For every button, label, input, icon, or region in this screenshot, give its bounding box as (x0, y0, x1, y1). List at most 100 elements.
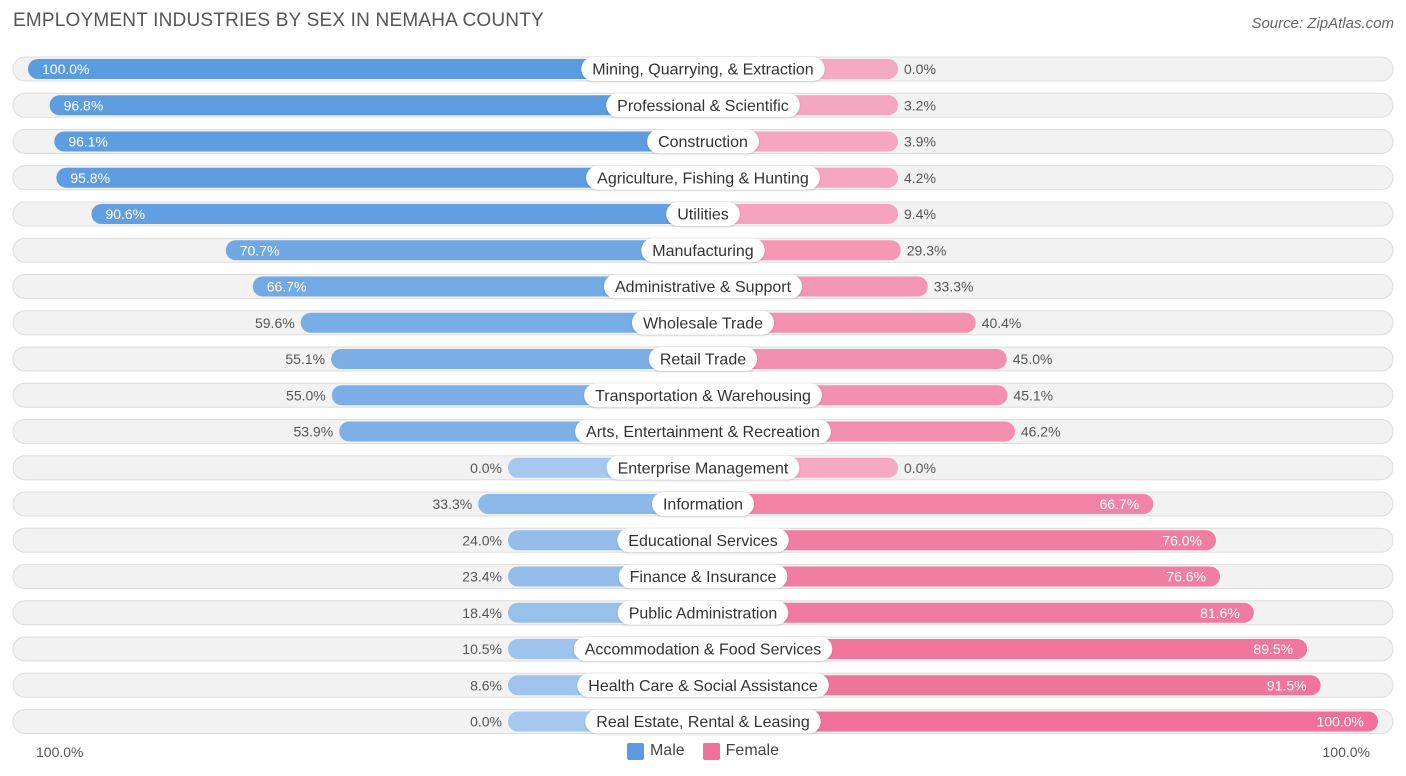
category-label: Public Administration (629, 605, 778, 622)
female-bar (703, 204, 898, 224)
female-value-label: 29.3% (907, 242, 947, 258)
category-label: Wholesale Trade (643, 315, 763, 332)
male-value-label: 0.0% (470, 714, 502, 730)
female-value-label: 0.0% (904, 460, 936, 476)
female-value-label: 4.2% (904, 170, 936, 186)
female-value-label: 76.6% (1166, 569, 1206, 585)
male-value-label: 18.4% (462, 605, 502, 621)
bar-chart: 100.0% 0.0% Mining, Quarrying, & Extractio… (12, 56, 1394, 734)
category-pill (631, 310, 775, 335)
male-bar (331, 349, 703, 369)
male-value-label: 55.1% (285, 351, 325, 367)
male-bar (28, 59, 703, 79)
category-pill (585, 709, 821, 734)
female-bar (703, 530, 1216, 551)
legend-label-female: Female (725, 742, 780, 759)
category-pill (575, 419, 831, 444)
category-pill (618, 564, 788, 589)
female-bar (703, 639, 1308, 659)
category-pill (648, 347, 758, 371)
category-pill (617, 600, 789, 625)
category-pill (606, 93, 800, 118)
category-pill (577, 673, 829, 698)
female-bar (703, 494, 1154, 514)
category-label: Enterprise Management (618, 460, 789, 477)
female-value-label: 0.0% (904, 61, 936, 77)
female-value-label: 81.6% (1200, 605, 1240, 621)
category-label: Accommodation & Food Services (585, 642, 822, 659)
category-label: Utilities (677, 207, 729, 224)
legend-item-male[interactable]: Male (626, 742, 685, 760)
category-label: Finance & Insurance (630, 569, 777, 586)
male-value-label: 100.0% (42, 61, 89, 77)
male-value-label: 8.6% (470, 677, 502, 693)
category-label: Professional & Scientific (617, 98, 789, 115)
male-value-label: 96.1% (68, 134, 108, 150)
female-value-label: 66.7% (1100, 496, 1140, 512)
category-label: Real Estate, Rental & Leasing (596, 714, 809, 731)
category-pill (651, 492, 755, 516)
male-bar (225, 240, 703, 261)
female-value-label: 33.3% (934, 279, 974, 295)
category-label: Retail Trade (660, 352, 746, 369)
category-label: Educational Services (628, 533, 777, 550)
legend-item-female[interactable]: Female (702, 742, 780, 760)
male-value-label: 96.8% (64, 97, 104, 113)
category-label: Health Care & Social Assistance (588, 678, 818, 695)
female-value-label: 9.4% (904, 206, 936, 222)
female-bar (703, 566, 1221, 587)
female-value-label: 3.9% (904, 134, 936, 150)
female-swatch (702, 742, 720, 760)
female-value-label: 45.0% (1013, 351, 1053, 367)
female-value-label: 46.2% (1021, 424, 1061, 440)
category-pill (586, 165, 820, 190)
female-value-label: 89.5% (1253, 641, 1293, 657)
male-value-label: 59.6% (255, 315, 295, 331)
category-label: Construction (658, 134, 748, 151)
male-value-label: 90.6% (105, 206, 145, 222)
male-swatch (626, 742, 644, 760)
category-label: Information (663, 497, 743, 514)
category-label: Agriculture, Fishing & Hunting (597, 170, 809, 187)
category-pill (647, 129, 759, 154)
female-value-label: 40.4% (982, 315, 1022, 331)
male-value-label: 24.0% (462, 532, 502, 548)
legend: Male Female (0, 742, 1406, 760)
chart-title: EMPLOYMENT INDUSTRIES BY SEX IN NEMAHA C… (13, 10, 544, 31)
male-value-label: 95.8% (70, 170, 110, 186)
male-value-label: 70.7% (240, 242, 280, 258)
category-label: Arts, Entertainment & Recreation (586, 424, 820, 441)
category-pill (581, 57, 825, 81)
legend-label-male: Male (649, 742, 685, 759)
category-pill (617, 528, 789, 553)
category-label: Manufacturing (652, 243, 753, 260)
category-pill (573, 637, 833, 661)
male-value-label: 66.7% (267, 279, 307, 295)
female-value-label: 91.5% (1267, 677, 1307, 693)
category-pill (603, 274, 803, 299)
category-pill (584, 383, 822, 408)
female-bar (703, 602, 1254, 623)
male-bar (300, 312, 703, 333)
male-value-label: 33.3% (433, 496, 473, 512)
category-label: Mining, Quarrying, & Extraction (592, 62, 813, 79)
male-value-label: 53.9% (293, 424, 333, 440)
axis-left-label: 100.0% (36, 744, 84, 760)
female-bar (703, 711, 1378, 732)
male-value-label: 0.0% (470, 460, 502, 476)
male-bar (91, 204, 703, 224)
category-pill (606, 455, 800, 480)
male-value-label: 23.4% (462, 569, 502, 585)
category-label: Transportation & Warehousing (595, 388, 811, 405)
male-bar (49, 95, 704, 116)
female-value-label: 100.0% (1317, 714, 1364, 730)
male-bar (478, 494, 703, 514)
category-pill (641, 238, 765, 263)
female-value-label: 76.0% (1162, 532, 1202, 548)
category-pill (666, 202, 740, 226)
male-value-label: 10.5% (462, 641, 502, 657)
female-bar (703, 349, 1007, 369)
axis-right-label: 100.0% (1322, 744, 1370, 760)
female-value-label: 45.1% (1013, 387, 1053, 403)
male-bar (56, 167, 704, 188)
